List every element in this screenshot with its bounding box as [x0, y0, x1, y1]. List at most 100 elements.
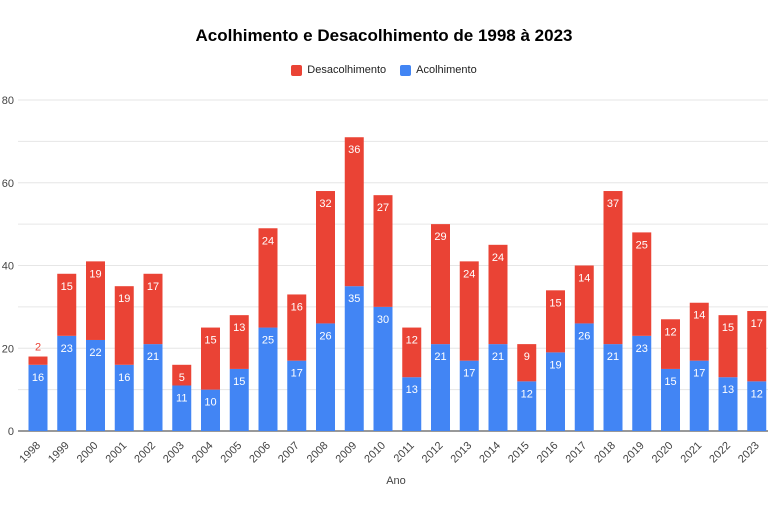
bar-desacolhimento[interactable]: [114, 286, 134, 365]
bar-acolhimento[interactable]: [172, 385, 192, 431]
bar-desacolhimento[interactable]: [517, 344, 537, 382]
data-label-acolhimento: 12: [521, 388, 533, 400]
x-tick-label: 1999: [46, 440, 72, 466]
bar-acolhimento[interactable]: [287, 360, 307, 431]
bar-desacolhimento[interactable]: [316, 191, 335, 324]
bar-acolhimento[interactable]: [344, 286, 364, 431]
x-tick-label: 2000: [75, 440, 101, 466]
y-tick-label: 0: [8, 426, 14, 438]
bar-desacolhimento[interactable]: [28, 356, 48, 365]
data-label-desacolhimento: 12: [664, 326, 676, 338]
data-label-acolhimento: 30: [377, 314, 389, 326]
bar-desacolhimento[interactable]: [459, 261, 479, 361]
bar-acolhimento[interactable]: [517, 381, 537, 431]
x-tick-label: 2001: [104, 440, 130, 466]
data-label-desacolhimento: 19: [89, 268, 101, 280]
x-tick-label: 2014: [477, 440, 503, 466]
x-tick-label: 2013: [449, 440, 475, 466]
legend-item-acolhimento[interactable]: Acolhimento: [400, 64, 477, 76]
data-label-acolhimento: 21: [607, 351, 619, 363]
data-label-acolhimento: 17: [693, 368, 705, 380]
bar-acolhimento[interactable]: [747, 381, 767, 431]
bar-desacolhimento[interactable]: [574, 265, 594, 324]
x-tick-label: 2005: [219, 440, 245, 466]
bar-acolhimento[interactable]: [114, 364, 134, 431]
bar-acolhimento[interactable]: [402, 377, 422, 431]
data-label-desacolhimento: 16: [291, 301, 303, 313]
bar-desacolhimento[interactable]: [603, 191, 623, 345]
x-tick-label: 2022: [707, 440, 733, 466]
data-label-desacolhimento: 12: [406, 335, 418, 347]
bar-acolhimento[interactable]: [373, 306, 393, 431]
data-label-acolhimento: 12: [751, 388, 763, 400]
data-label-desacolhimento: 24: [463, 268, 475, 280]
bar-acolhimento[interactable]: [431, 344, 450, 431]
data-label-desacolhimento: 14: [693, 310, 705, 322]
bar-acolhimento[interactable]: [661, 368, 680, 431]
x-tick-label: 2019: [621, 440, 647, 466]
bar-acolhimento[interactable]: [459, 360, 479, 431]
bar-acolhimento[interactable]: [574, 323, 594, 431]
y-tick-label: 20: [2, 343, 14, 355]
x-tick-label: 2021: [679, 440, 705, 466]
legend-item-desacolhimento[interactable]: Desacolhimento: [291, 64, 386, 76]
y-tick-label: 40: [2, 261, 14, 273]
data-label-acolhimento: 13: [406, 384, 418, 396]
bar-acolhimento[interactable]: [86, 339, 105, 431]
bar-desacolhimento[interactable]: [143, 273, 163, 345]
data-label-acolhimento: 21: [492, 351, 504, 363]
bar-acolhimento[interactable]: [258, 327, 278, 431]
data-label-desacolhimento: 5: [179, 372, 185, 384]
data-label-acolhimento: 11: [176, 392, 187, 404]
bar-acolhimento[interactable]: [546, 352, 565, 431]
data-label-desacolhimento: 25: [636, 239, 648, 251]
bar-desacolhimento[interactable]: [258, 228, 278, 328]
x-axis-ticks: 1998 1999 2000 2001 2002 2003 2004 2005 2006 2007…: [17, 440, 762, 466]
bar-acolhimento[interactable]: [689, 360, 709, 431]
bar-desacolhimento[interactable]: [373, 195, 393, 307]
bar-desacolhimento[interactable]: [57, 273, 77, 336]
bar-acolhimento[interactable]: [57, 335, 77, 431]
data-label-desacolhimento: 37: [607, 198, 619, 210]
bar-desacolhimento[interactable]: [632, 232, 652, 336]
bar-acolhimento[interactable]: [488, 344, 508, 431]
x-tick-label: 2010: [362, 440, 388, 466]
x-tick-label: 2015: [506, 440, 532, 466]
bar-desacolhimento[interactable]: [546, 290, 565, 353]
data-label-desacolhimento: 2: [35, 342, 41, 354]
x-axis-label: Ano: [386, 475, 406, 487]
bar-acolhimento[interactable]: [632, 335, 652, 431]
bar-desacolhimento[interactable]: [86, 261, 105, 340]
bar-acolhimento[interactable]: [603, 344, 623, 431]
bar-acolhimento[interactable]: [718, 377, 738, 431]
bar-desacolhimento[interactable]: [431, 224, 450, 345]
bar-acolhimento[interactable]: [143, 344, 163, 431]
data-label-acolhimento: 15: [664, 376, 676, 388]
data-label-acolhimento: 15: [233, 376, 245, 388]
bar-desacolhimento[interactable]: [344, 137, 364, 287]
bar-desacolhimento[interactable]: [718, 315, 738, 378]
data-label-desacolhimento: 17: [147, 281, 159, 293]
x-tick-label: 2012: [420, 440, 446, 466]
data-label-acolhimento: 23: [61, 343, 73, 355]
data-label-desacolhimento: 13: [233, 322, 245, 334]
bar-desacolhimento[interactable]: [747, 311, 767, 382]
bar-desacolhimento[interactable]: [488, 244, 508, 345]
bar-desacolhimento[interactable]: [287, 294, 307, 361]
bar-acolhimento[interactable]: [28, 364, 48, 431]
bar-desacolhimento[interactable]: [661, 319, 680, 369]
bar-acolhimento[interactable]: [201, 389, 220, 431]
data-label-acolhimento: 19: [549, 359, 561, 371]
bar-acolhimento[interactable]: [229, 368, 249, 431]
bar-acolhimento[interactable]: [316, 323, 335, 431]
data-label-acolhimento: 26: [578, 330, 590, 342]
bar-desacolhimento[interactable]: [689, 302, 709, 361]
data-label-desacolhimento: 24: [262, 235, 274, 247]
bar-desacolhimento[interactable]: [402, 327, 422, 378]
x-tick-label: 2020: [650, 440, 676, 466]
bar-desacolhimento[interactable]: [229, 315, 249, 369]
bar-desacolhimento[interactable]: [201, 327, 220, 390]
bar-desacolhimento[interactable]: [172, 364, 192, 386]
data-label-acolhimento: 16: [118, 372, 130, 384]
x-tick-label: 1998: [17, 440, 43, 466]
